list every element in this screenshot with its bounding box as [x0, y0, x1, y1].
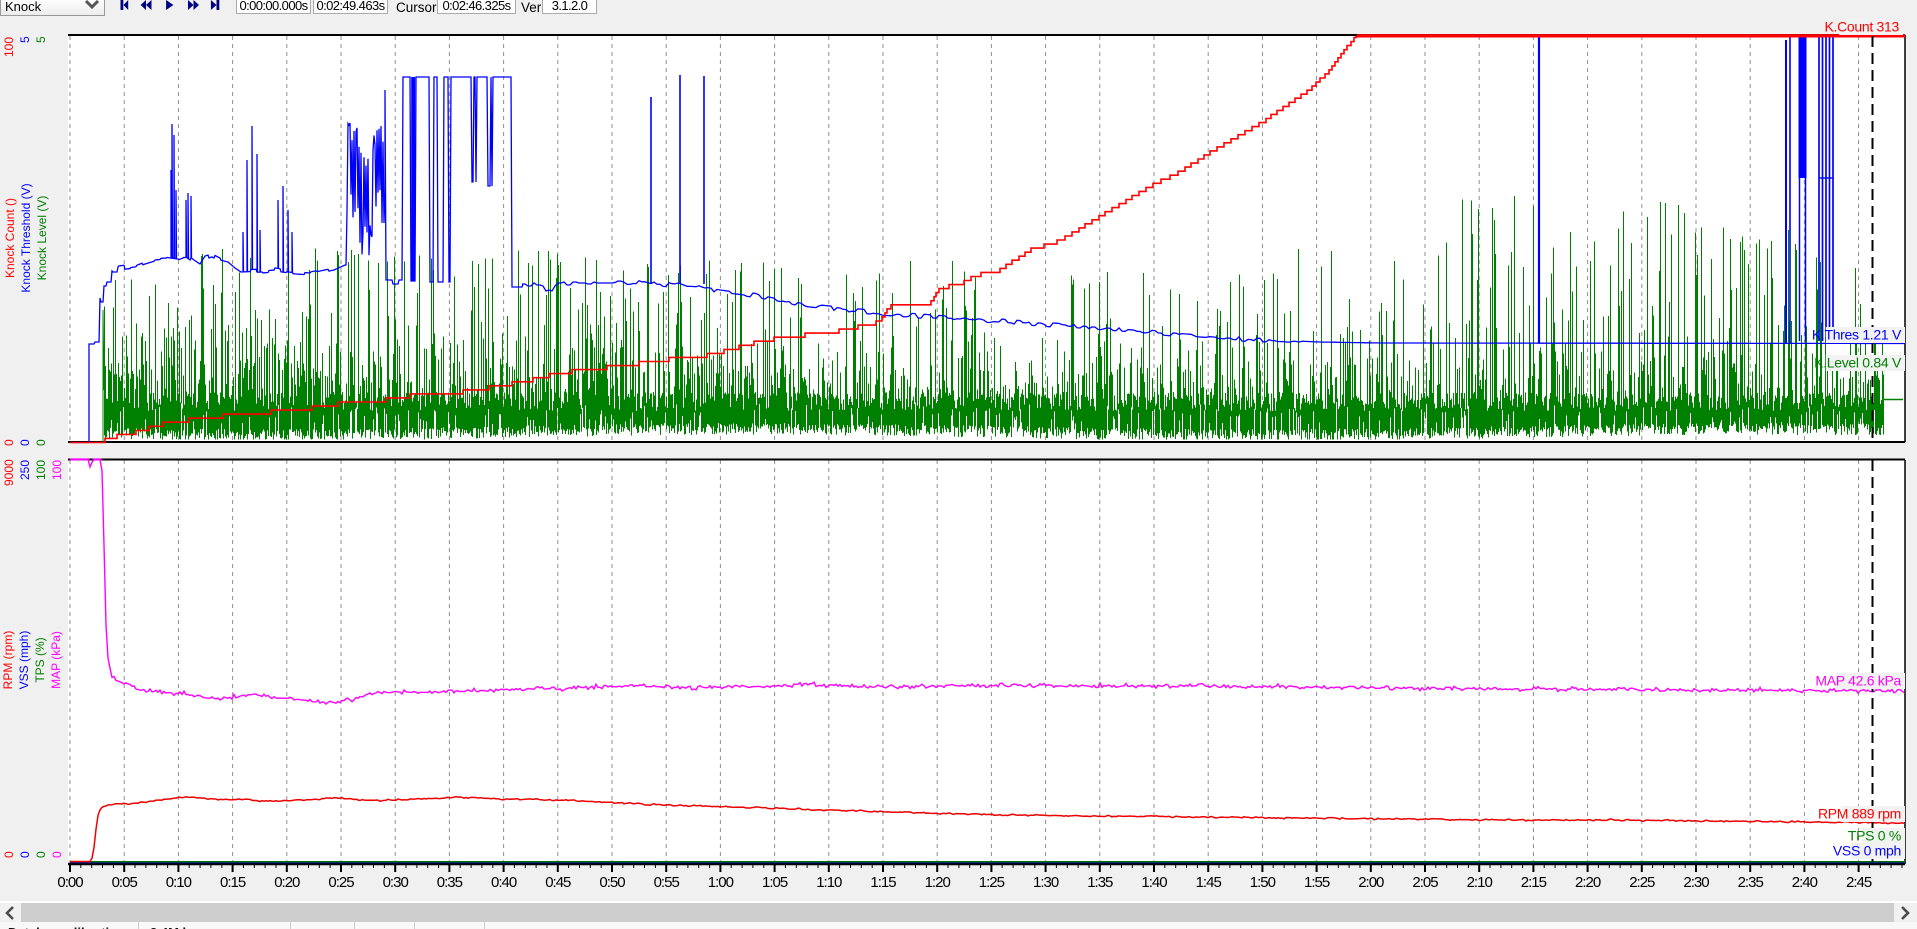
svg-text:0: 0	[2, 851, 16, 858]
svg-text:Knock Threshold (V): Knock Threshold (V)	[19, 183, 33, 292]
svg-text:0:25: 0:25	[328, 874, 354, 891]
svg-text:0:20: 0:20	[274, 874, 300, 891]
svg-text:0:55: 0:55	[654, 874, 680, 891]
svg-text:RPM 889 rpm: RPM 889 rpm	[1818, 806, 1901, 822]
svg-text:0: 0	[18, 851, 32, 858]
svg-text:RPM (rpm): RPM (rpm)	[1, 631, 15, 690]
svg-text:TPS (%): TPS (%)	[33, 637, 47, 682]
svg-text:2:25: 2:25	[1629, 874, 1655, 891]
svg-text:2:35: 2:35	[1738, 874, 1764, 891]
svg-text:VSS 0 mph: VSS 0 mph	[1833, 843, 1901, 859]
svg-text:100: 100	[2, 37, 16, 57]
svg-text:250: 250	[18, 460, 32, 480]
svg-text:5: 5	[34, 36, 48, 43]
svg-text:0:50: 0:50	[599, 874, 625, 891]
svg-text:1:15: 1:15	[870, 874, 896, 891]
svg-text:1:00: 1:00	[708, 874, 734, 891]
svg-text:1:05: 1:05	[762, 874, 788, 891]
svg-text:0:35: 0:35	[437, 874, 463, 891]
svg-text:1:45: 1:45	[1196, 874, 1222, 891]
svg-text:100: 100	[34, 460, 48, 480]
svg-text:Knock Level (V): Knock Level (V)	[35, 196, 49, 281]
svg-text:1:10: 1:10	[816, 874, 842, 891]
svg-text:0:10: 0:10	[166, 874, 192, 891]
svg-text:1:35: 1:35	[1087, 874, 1113, 891]
svg-text:0:05: 0:05	[112, 874, 138, 891]
svg-text:K.Count 313: K.Count 313	[1824, 19, 1899, 35]
svg-text:0: 0	[2, 439, 16, 446]
svg-text:0:15: 0:15	[220, 874, 246, 891]
svg-text:TPS 0 %: TPS 0 %	[1848, 828, 1901, 844]
svg-text:2:20: 2:20	[1575, 874, 1601, 891]
svg-text:VSS (mph): VSS (mph)	[17, 631, 31, 690]
svg-text:1:40: 1:40	[1141, 874, 1167, 891]
svg-text:0:40: 0:40	[491, 874, 517, 891]
svg-text:1:20: 1:20	[925, 874, 951, 891]
svg-text:1:50: 1:50	[1250, 874, 1276, 891]
svg-text:MAP 42.6 kPa: MAP 42.6 kPa	[1815, 673, 1901, 689]
svg-text:0:00: 0:00	[57, 874, 83, 891]
svg-text:0:45: 0:45	[545, 874, 571, 891]
svg-text:K.Thres 1.21 V: K.Thres 1.21 V	[1812, 327, 1902, 343]
svg-text:2:10: 2:10	[1467, 874, 1493, 891]
svg-text:MAP (kPa): MAP (kPa)	[49, 631, 63, 689]
svg-text:1:25: 1:25	[979, 874, 1005, 891]
svg-text:0: 0	[34, 439, 48, 446]
svg-text:1:30: 1:30	[1033, 874, 1059, 891]
svg-text:0: 0	[34, 851, 48, 858]
svg-text:1:55: 1:55	[1304, 874, 1330, 891]
svg-text:9000: 9000	[2, 459, 16, 486]
svg-text:100: 100	[50, 460, 64, 480]
svg-text:2:00: 2:00	[1358, 874, 1384, 891]
svg-text:0:30: 0:30	[383, 874, 409, 891]
svg-text:5: 5	[18, 36, 32, 43]
svg-text:Knock Count (): Knock Count ()	[3, 198, 17, 278]
svg-text:2:45: 2:45	[1846, 874, 1872, 891]
svg-text:2:30: 2:30	[1683, 874, 1709, 891]
svg-text:2:15: 2:15	[1521, 874, 1547, 891]
svg-text:2:40: 2:40	[1792, 874, 1818, 891]
svg-text:0: 0	[18, 439, 32, 446]
svg-text:0: 0	[50, 851, 64, 858]
svg-text:K.Level 0.84 V: K.Level 0.84 V	[1814, 355, 1902, 371]
svg-text:2:05: 2:05	[1412, 874, 1438, 891]
